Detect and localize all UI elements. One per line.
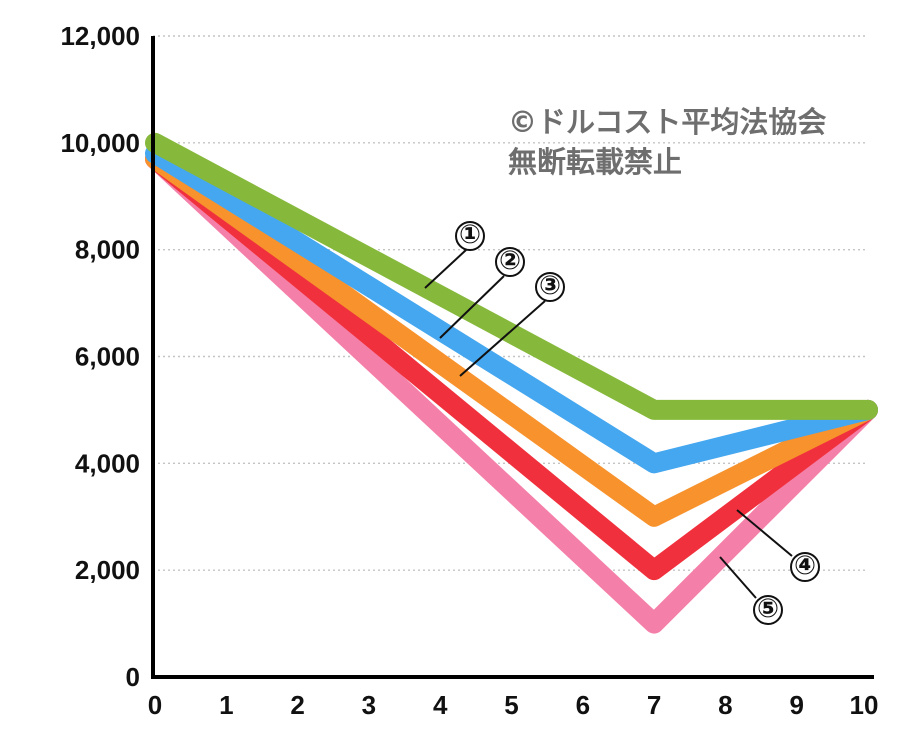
marker-circle-3 bbox=[535, 272, 565, 302]
y-tick-label: 6,000 bbox=[75, 342, 140, 372]
y-tick-label: 8,000 bbox=[75, 235, 140, 265]
x-tick-label: 7 bbox=[647, 690, 661, 720]
watermark-line-1: ©ドルコスト平均法協会 bbox=[508, 105, 826, 139]
series-line-4 bbox=[145, 148, 878, 581]
x-tick-label: 10 bbox=[850, 690, 879, 720]
x-tick-label: 0 bbox=[148, 690, 162, 720]
y-tick-label: 12,000 bbox=[60, 21, 140, 51]
marker-leader-3 bbox=[459, 300, 546, 377]
marker-leader-2 bbox=[439, 275, 505, 339]
series-label-5: ⑤ bbox=[757, 594, 779, 624]
y-tick-label: 0 bbox=[126, 662, 140, 692]
marker-leader-5 bbox=[719, 556, 757, 599]
y-tick-labels: 0 2,000 4,000 6,000 8,000 10,000 12,000 bbox=[60, 21, 140, 692]
series-line-1 bbox=[145, 132, 878, 420]
series-label-2: ② bbox=[499, 246, 521, 276]
marker-circle-2 bbox=[495, 247, 525, 277]
series-label-4: ④ bbox=[794, 551, 816, 581]
marker-leader-4 bbox=[736, 509, 793, 557]
x-tick-label: 4 bbox=[433, 690, 448, 720]
series-label-1: ① bbox=[459, 220, 481, 250]
y-tick-label: 4,000 bbox=[75, 448, 140, 478]
watermark-line-2: 無断転載禁止 bbox=[508, 145, 682, 179]
series-line-2 bbox=[145, 143, 878, 474]
series-line-5 bbox=[145, 148, 878, 634]
series-markers: ①②③ ④⑤ bbox=[424, 220, 820, 625]
x-tick-label: 5 bbox=[504, 690, 518, 720]
series-line-3 bbox=[145, 148, 878, 527]
series-lines bbox=[145, 132, 878, 634]
axes bbox=[151, 36, 874, 679]
y-tick-label: 2,000 bbox=[75, 555, 140, 585]
x-tick-label: 3 bbox=[362, 690, 376, 720]
x-tick-label: 2 bbox=[290, 690, 304, 720]
marker-circle-4 bbox=[790, 552, 820, 582]
series-label-3: ③ bbox=[539, 271, 561, 301]
x-tick-label: 8 bbox=[718, 690, 732, 720]
y-tick-label: 10,000 bbox=[60, 128, 140, 158]
marker-circle-1 bbox=[455, 221, 485, 251]
x-tick-label: 6 bbox=[576, 690, 590, 720]
marker-circle-5 bbox=[753, 595, 783, 625]
x-tick-label: 9 bbox=[789, 690, 803, 720]
x-tick-label: 1 bbox=[219, 690, 233, 720]
marker-leader-1 bbox=[424, 249, 467, 289]
x-tick-labels: 0 1 2 3 4 5 6 7 8 9 10 bbox=[148, 690, 879, 720]
